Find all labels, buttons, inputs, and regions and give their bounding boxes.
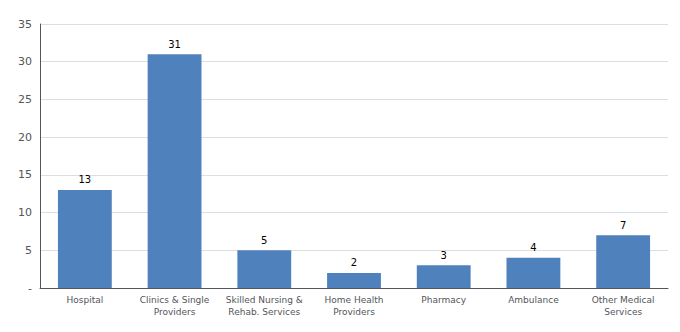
svg-text:Hospital: Hospital [66,295,103,305]
svg-text:2: 2 [351,257,357,268]
svg-text:Providers: Providers [333,307,375,317]
svg-text:5: 5 [25,244,32,257]
svg-text:Ambulance: Ambulance [508,295,559,305]
svg-text:4: 4 [530,242,536,253]
svg-text:5: 5 [261,235,267,246]
svg-text:15: 15 [18,168,32,181]
svg-text:Other Medical: Other Medical [592,295,655,305]
svg-text:Services: Services [604,307,642,317]
svg-text:13: 13 [78,174,91,185]
svg-text:Pharmacy: Pharmacy [421,295,466,305]
svg-text:20: 20 [18,131,32,144]
svg-text:Skilled Nursing &: Skilled Nursing & [226,295,303,305]
svg-text:31: 31 [168,39,181,50]
svg-text:25: 25 [18,93,32,106]
svg-text:Rehab. Services: Rehab. Services [228,307,300,317]
svg-text:7: 7 [620,220,626,231]
svg-text:30: 30 [18,55,32,68]
svg-text:35: 35 [18,18,32,31]
svg-text:3: 3 [441,250,447,261]
svg-text:Clinics & Single: Clinics & Single [140,295,210,305]
svg-text:Home Health: Home Health [325,295,384,305]
svg-text:10: 10 [18,206,32,219]
svg-text:-: - [28,282,32,295]
svg-text:Providers: Providers [154,307,196,317]
